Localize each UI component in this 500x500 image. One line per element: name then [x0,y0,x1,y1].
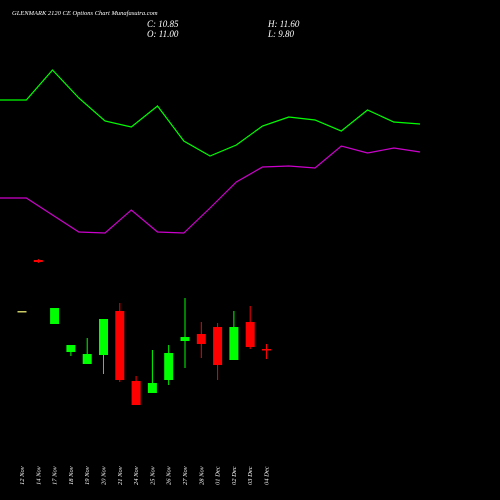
open-label: O: 11.00 [147,29,179,39]
candle-body [229,327,239,360]
candle-body [213,327,223,365]
indicator-line [0,145,421,234]
x-tick-label: 17 Nov [52,466,59,485]
x-tick-label: 20 Nov [101,466,108,485]
candle-body [131,381,141,405]
x-tick-label: 25 Nov [149,466,156,485]
x-tick-label: 21 Nov [117,466,124,485]
x-tick-label: 18 Nov [68,466,75,485]
x-tick-label: 27 Nov [182,466,189,485]
x-tick-label: 12 Nov [19,466,26,485]
candle-body [50,308,60,324]
candle-body [245,322,255,347]
candle-body [99,319,108,355]
x-tick-label: 01 Dec [215,466,222,485]
candle-body [82,354,92,364]
chart-title: GLENMARK 2120 CE Options Chart Munafasut… [12,10,158,17]
x-tick-label: 19 Nov [84,466,91,485]
candle-body [164,353,174,380]
candle-body [196,334,206,344]
indicator-line [0,69,421,157]
x-tick-label: 26 Nov [166,466,173,485]
candle-body [33,260,43,262]
low-label: L: 9.80 [267,29,295,39]
candle-body [115,311,125,380]
x-tick-label: 02 Dec [231,466,238,485]
candle-body [262,349,271,351]
x-tick-label: 14 Nov [35,466,42,485]
candle-body [66,345,76,352]
candle-body [17,311,27,313]
x-tick-label: 24 Nov [133,466,140,485]
candle-body [180,337,190,341]
high-label: H: 11.60 [267,19,300,29]
candle-body [147,383,157,393]
x-tick-label: 04 Dec [264,466,271,485]
close-label: C: 10.85 [147,19,179,29]
x-tick-label: 28 Nov [198,466,205,485]
x-tick-label: 03 Dec [247,466,254,485]
